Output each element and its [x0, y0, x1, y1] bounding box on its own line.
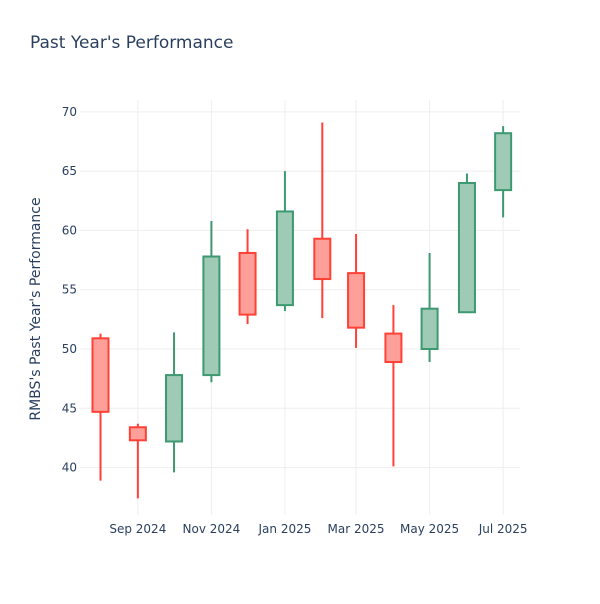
- candle-increasing[interactable]: [202, 220, 221, 383]
- x-tick-label: Nov 2024: [183, 522, 241, 536]
- candle-layer: [91, 122, 513, 499]
- y-tick-label: 70: [62, 105, 77, 119]
- y-tick-label: 45: [62, 401, 77, 415]
- candle-body: [165, 374, 184, 443]
- y-axis-title: RMBS's Past Year's Performance: [28, 197, 44, 420]
- y-tick-label: 65: [62, 164, 77, 178]
- grid-layer: [80, 100, 520, 515]
- candle-body: [238, 251, 257, 316]
- candle-decreasing[interactable]: [128, 423, 147, 499]
- candle-increasing[interactable]: [165, 332, 184, 473]
- candle-body: [494, 132, 513, 192]
- candle-body: [313, 237, 332, 281]
- candle-body: [420, 307, 439, 350]
- candle-decreasing[interactable]: [313, 122, 332, 319]
- candle-body: [91, 337, 110, 413]
- candle-increasing[interactable]: [275, 171, 294, 312]
- y-tick-label: 55: [62, 283, 77, 297]
- x-tick-label: Mar 2025: [328, 522, 385, 536]
- candle-body: [202, 255, 221, 377]
- candle-body: [384, 332, 403, 364]
- candle-body: [275, 210, 294, 307]
- y-tick-label: 50: [62, 342, 77, 356]
- candle-decreasing[interactable]: [384, 305, 403, 467]
- candle-increasing[interactable]: [494, 126, 513, 218]
- candle-decreasing[interactable]: [238, 229, 257, 325]
- y-tick-label: 60: [62, 223, 77, 237]
- candle-decreasing[interactable]: [91, 333, 110, 481]
- candle-increasing[interactable]: [457, 173, 476, 314]
- x-tick-label: Jan 2025: [258, 522, 312, 536]
- x-tick-label: Sep 2024: [109, 522, 166, 536]
- y-tick-label: 40: [62, 461, 77, 475]
- candle-increasing[interactable]: [420, 252, 439, 363]
- x-tick-label: Jul 2025: [478, 522, 528, 536]
- candle-body: [457, 182, 476, 314]
- chart-title: Past Year's Performance: [30, 33, 234, 53]
- candle-body: [347, 272, 366, 329]
- candle-body: [128, 426, 147, 442]
- x-tick-label: May 2025: [400, 522, 459, 536]
- candle-decreasing[interactable]: [347, 233, 366, 348]
- axis-layer: 40 45 50 55 60 65 70 Sep 2024 Nov 2024 Jan 2025 Ma…: [62, 105, 528, 536]
